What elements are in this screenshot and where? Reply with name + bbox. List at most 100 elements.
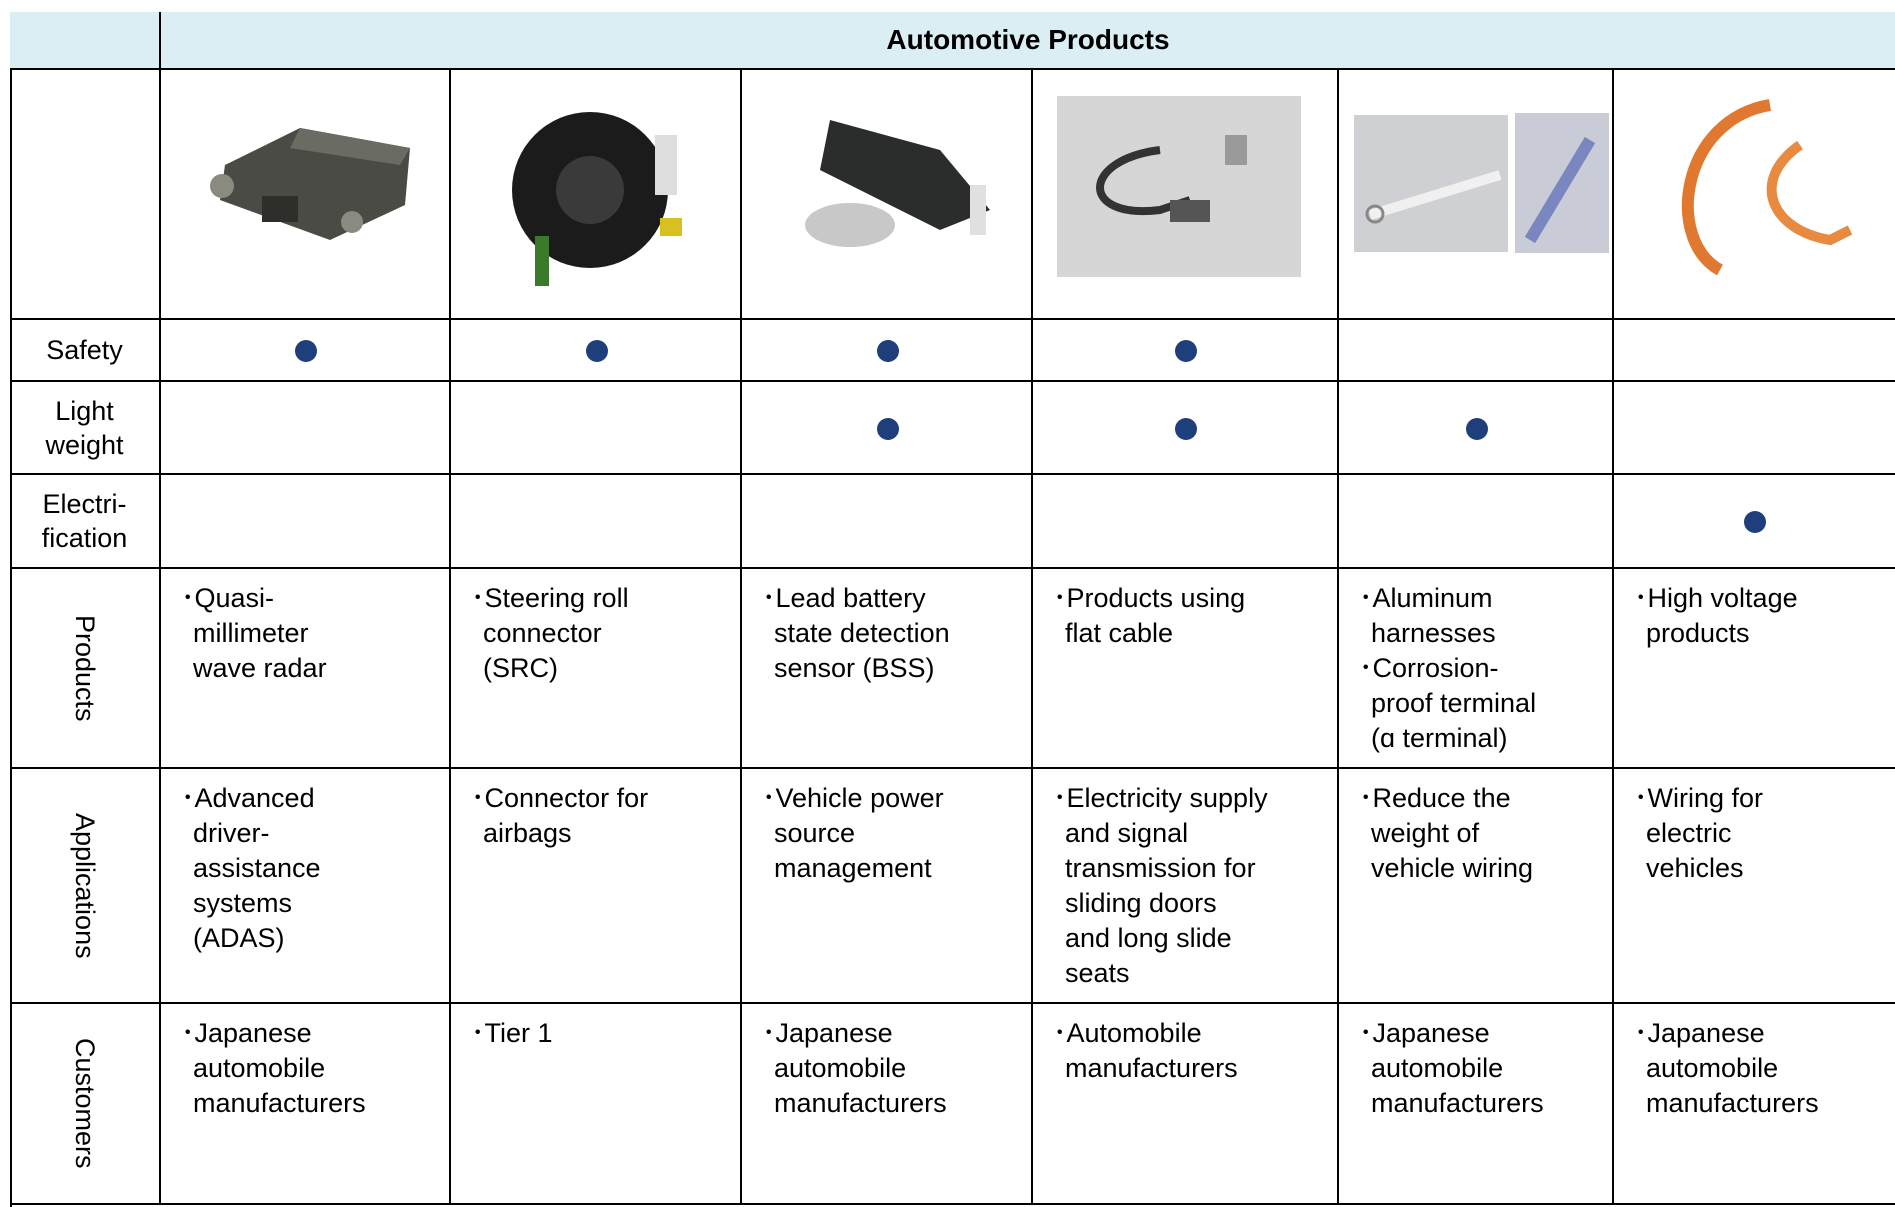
text-line: assistance (193, 853, 321, 883)
row-label-text: Products (70, 614, 100, 722)
text-cell: ･Connector for airbags (451, 769, 742, 1004)
text-line: management (774, 853, 932, 883)
text-line: (ADAS) (193, 923, 285, 953)
image-cell (161, 70, 451, 320)
bss-image (805, 120, 990, 247)
row-label: Applications (10, 769, 161, 1004)
aluminum-harness-image (1354, 113, 1609, 253)
text-line: ･Japanese (181, 1018, 312, 1048)
indicator-cell (161, 320, 451, 382)
text-line: and signal (1065, 818, 1189, 848)
text-line: ･Corrosion- (1359, 653, 1499, 683)
indicator-cell (1339, 320, 1614, 382)
text-line: driver- (193, 818, 270, 848)
text-line: connector (483, 618, 602, 648)
text-cell: ･Tier 1 (451, 1004, 742, 1205)
text-line: vehicles (1646, 853, 1744, 883)
text-line: ･Electricity supply (1053, 783, 1268, 813)
text-line: Electri- (42, 489, 127, 519)
row-label-text: Electri-fication (42, 487, 128, 555)
text-line: electric (1646, 818, 1732, 848)
text-cell: ･Reduce the weight of vehicle wiring (1339, 769, 1614, 1004)
header-corner (10, 12, 161, 70)
text-line: sliding doors (1065, 888, 1217, 918)
text-cell: ･Japanese automobile manufacturers (1614, 1004, 1895, 1205)
indicator-dot (1465, 417, 1488, 440)
text-cell: ･Wiring for electric vehicles (1614, 769, 1895, 1004)
row-label: Customers (10, 1004, 161, 1205)
bullet-item: ･Advanced driver-assistance systems (ADAS) (181, 781, 449, 956)
text-line: systems (193, 888, 293, 918)
text-cell: ･Vehicle power source management (742, 769, 1033, 1004)
text-line: ･Lead battery (762, 583, 926, 613)
bullet-item: ･Japanese automobile manufacturers (1359, 1016, 1612, 1121)
text-line: manufacturers (1065, 1053, 1238, 1083)
row-label: Products (10, 569, 161, 769)
indicator-cell (1614, 475, 1895, 569)
text-line: transmission for (1065, 853, 1256, 883)
radar-image (210, 128, 410, 240)
text-line: proof terminal (1371, 688, 1537, 718)
text-line: ･Automobile (1053, 1018, 1202, 1048)
high-voltage-image (1682, 99, 1853, 276)
row-label: Electri-fication (10, 475, 161, 569)
text-cell: ･Quasi-millimeter wave radar (161, 569, 451, 769)
indicator-cell (1339, 382, 1614, 475)
text-line: ･Japanese (1359, 1018, 1490, 1048)
text-cell: ･Steering roll connector (SRC) (451, 569, 742, 769)
indicator-dot (295, 340, 317, 362)
indicator-cell (451, 320, 742, 382)
text-line: ･Wiring for (1634, 783, 1764, 813)
text-line: airbags (483, 818, 572, 848)
text-line: ･Connector for (471, 783, 649, 813)
bullet-item: ･Tier 1 (471, 1016, 740, 1051)
image-cell (451, 70, 742, 320)
text-line: ･Quasi- (181, 583, 275, 613)
bullet-item: ･Quasi-millimeter wave radar (181, 581, 449, 686)
bullet-item: ･Steering roll connector (SRC) (471, 581, 740, 686)
text-line: ･Products using (1053, 583, 1246, 613)
text-line: source (774, 818, 856, 848)
text-line: manufacturers (1371, 1088, 1544, 1118)
text-line: ･Steering roll (471, 583, 629, 613)
indicator-cell (1033, 320, 1339, 382)
bullet-item: ･Products using flat cable (1053, 581, 1337, 651)
text-cell: ･Aluminum harnesses ･Corrosion-proof termi… (1339, 569, 1614, 769)
row-label-text: Customers (70, 1038, 100, 1169)
image-cell (1339, 70, 1614, 320)
text-cell: ･Lead battery state detection sensor (BSS) (742, 569, 1033, 769)
text-line: ･Aluminum (1359, 583, 1493, 613)
bullet-item: ･Vehicle power source management (762, 781, 1031, 886)
bullet-item: ･Corrosion-proof terminal (ɑ terminal) (1359, 651, 1612, 756)
indicator-cell (742, 382, 1033, 475)
text-line: automobile (1646, 1053, 1779, 1083)
text-line: sensor (BSS) (774, 653, 935, 683)
image-cell (742, 70, 1033, 320)
indicator-cell (161, 382, 451, 475)
text-cell: ･Automobile manufacturers (1033, 1004, 1339, 1205)
header-title: Automotive Products (161, 12, 1895, 70)
image-cell (10, 70, 161, 320)
row-label-text: Applications (70, 812, 100, 959)
text-line: Light (55, 395, 114, 426)
text-line: state detection (774, 618, 950, 648)
indicator-dot (876, 340, 899, 362)
text-line: ･Vehicle power (762, 783, 944, 813)
row-label: Safety (10, 320, 161, 382)
bullet-item: ･Wiring for electric vehicles (1634, 781, 1895, 886)
text-line: ･Advanced (181, 783, 315, 813)
row-label: Light weight (10, 382, 161, 475)
image-cell (1614, 70, 1895, 320)
indicator-cell (1033, 382, 1339, 475)
text-line: weight (45, 429, 124, 460)
text-cell: ･Products using flat cable (1033, 569, 1339, 769)
text-line: weight of (1371, 818, 1480, 848)
bullet-item: ･Japanese automobile manufacturers (762, 1016, 1031, 1121)
indicator-dot (1175, 417, 1197, 440)
indicator-cell (1033, 475, 1339, 569)
text-cell: ･High voltage products (1614, 569, 1895, 769)
text-line: and long slide (1065, 923, 1232, 953)
bullet-item: ･Automobile manufacturers (1053, 1016, 1337, 1086)
indicator-cell (451, 382, 742, 475)
text-line: (ɑ terminal) (1371, 723, 1508, 753)
